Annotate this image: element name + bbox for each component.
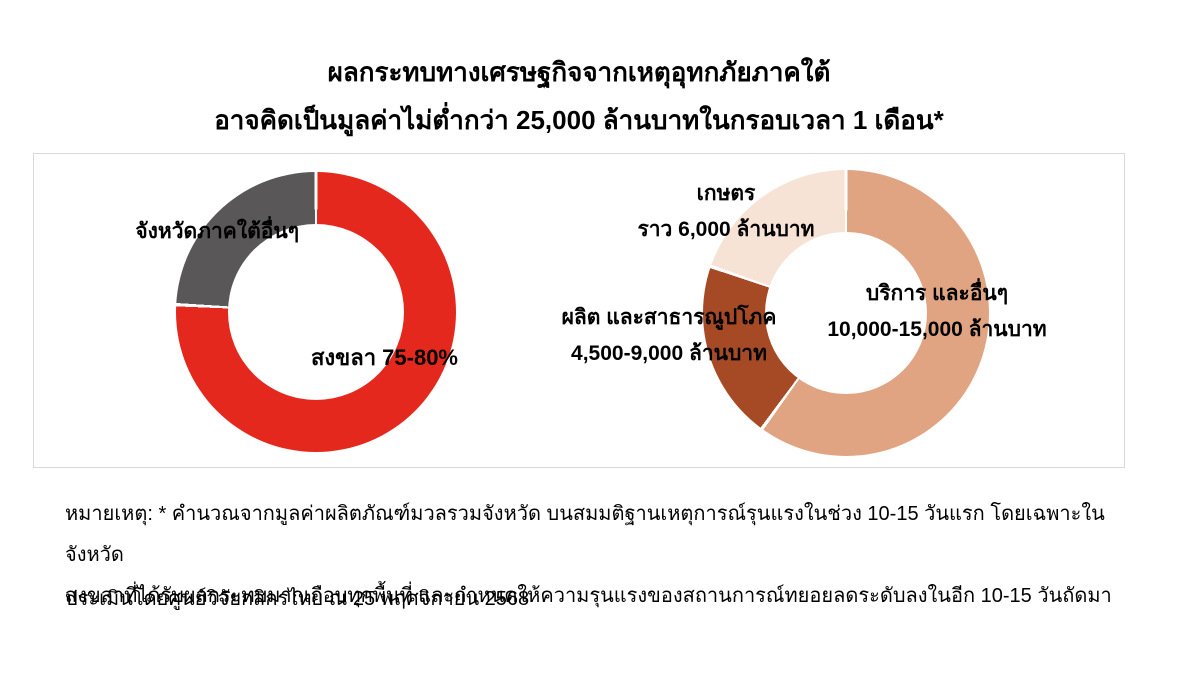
label-songkhla-share: สงขลา 75-80% [311, 345, 458, 370]
agriculture-sector-value: ราว 6,000 ล้านบาท [637, 218, 815, 241]
services-sector-value: 10,000-15,000 ล้านบาท [827, 318, 1047, 341]
label-agriculture-sector: เกษตร ราว 6,000 ล้านบาท [576, 176, 876, 248]
footnote-line2: สงขลาที่ได้รับผลกระทบมากเกือบทุกพื้นที่ … [65, 585, 1112, 607]
footnote: หมายเหตุ: * คำนวณจากมูลค่าผลิตภัณฑ์มวลรว… [65, 494, 1145, 617]
donut-hole [765, 232, 927, 394]
chart-panel: จังหวัดภาคใต้อื่นๆ สงขลา 75-80% เกษตร รา… [33, 153, 1125, 468]
chart-title-line1: ผลกระทบทางเศรษฐกิจจากเหตุอุทกภัยภาคใต้ [327, 57, 831, 87]
label-other-southern-provinces: จังหวัดภาคใต้อื่นๆ [135, 220, 299, 243]
chart-title: ผลกระทบทางเศรษฐกิจจากเหตุอุทกภัยภาคใต้ อ… [33, 48, 1125, 144]
donut-impact-by-province [176, 172, 456, 452]
donut-impact-by-sector [703, 170, 989, 456]
source-attribution: ประเมินโดยศูนย์วิจัยกสิกรไทย ณ 25 พฤศจิก… [65, 588, 530, 610]
chart-title-line2: อาจคิดเป็นมูลค่าไม่ต่ำกว่า 25,000 ล้านบา… [214, 105, 944, 135]
services-sector-name: บริการ และอื่นๆ [865, 282, 1009, 305]
label-manufacturing-sector: ผลิต และสาธารณูปโภค 4,500-9,000 ล้านบาท [519, 300, 819, 372]
manufacturing-sector-name: ผลิต และสาธารณูปโภค [561, 306, 777, 329]
donut-hole [228, 224, 404, 400]
manufacturing-sector-value: 4,500-9,000 ล้านบาท [571, 342, 767, 365]
label-services-sector: บริการ และอื่นๆ 10,000-15,000 ล้านบาท [787, 276, 1087, 348]
footnote-line1: หมายเหตุ: * คำนวณจากมูลค่าผลิตภัณฑ์มวลรว… [65, 503, 1105, 566]
agriculture-sector-name: เกษตร [696, 182, 756, 205]
